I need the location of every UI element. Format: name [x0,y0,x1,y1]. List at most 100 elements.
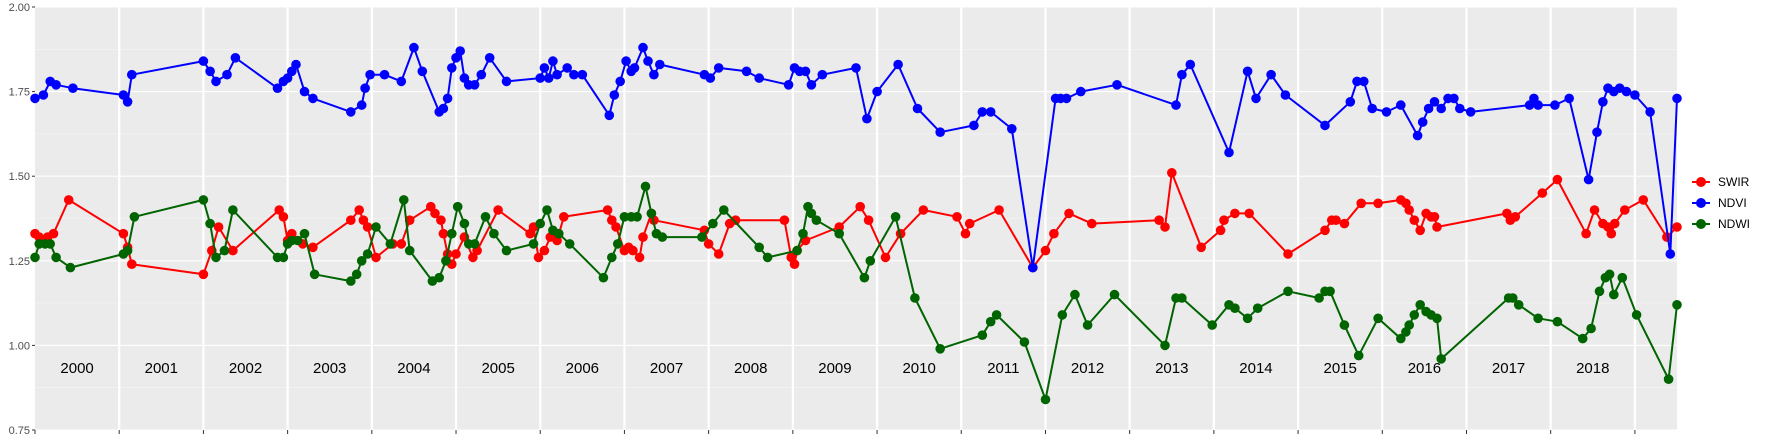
data-point-swir [918,205,929,215]
data-point-ndvi [1423,103,1434,114]
data-point-ndwi [865,255,876,266]
data-point-swir [611,222,621,232]
data-point-swir [834,222,844,232]
x-axis: 2000 2001 2002 2003 2004 2005 2006 2007 2008 2009… [34,360,1636,434]
data-point-swir [34,232,44,242]
data-point-swir [127,259,137,270]
data-point-ndvi [409,42,419,53]
data-point-ndwi [404,245,415,256]
data-point-swir [451,249,461,259]
year-label: 2003 [313,360,346,377]
data-point-ndvi [851,63,861,73]
data-point-ndwi [371,222,381,232]
data-point-ndvi [417,66,428,77]
data-point-ndwi [811,215,822,225]
data-point-ndwi [459,218,470,229]
data-point-ndwi [1019,337,1030,347]
data-point-swir [1373,198,1383,209]
data-point-ndvi [476,69,487,80]
data-point-ndvi [1598,97,1608,107]
data-point-swir [1356,198,1366,209]
data-point-ndwi [1070,289,1080,300]
data-point-ndvi [912,103,923,114]
data-point-swir [559,212,569,222]
data-point-ndvi [1352,76,1362,87]
data-point-ndwi [1432,313,1442,324]
data-point-swir [602,205,613,215]
data-point-ndvi [741,66,752,77]
data-point-ndvi [356,100,367,110]
data-point-ndwi [434,272,445,283]
data-point-ndwi [564,239,575,249]
series-swir [30,168,1682,280]
data-point-ndvi [38,90,49,100]
legend: SWIR NDVI NDWI [1692,175,1750,231]
data-point-ndvi [1564,93,1574,104]
data-point-ndvi [893,59,903,70]
data-point-swir [952,212,962,222]
data-point-ndwi [1314,293,1324,303]
data-point-ndvi [985,107,996,117]
data-point-ndwi [991,310,1002,320]
year-label: 2018 [1576,360,1609,377]
legend-label: NDVI [1718,196,1747,210]
data-point-ndwi [441,255,451,266]
data-point-ndwi [1040,394,1051,405]
data-point-ndwi [1207,320,1217,330]
data-point-ndwi [1057,310,1068,320]
data-point-ndvi [1367,103,1377,114]
legend-item-ndvi: NDVI [1692,196,1747,210]
data-point-swir [63,195,74,205]
data-point-swir [1589,205,1600,215]
data-point-swir [1040,245,1051,256]
data-point-ndvi [754,73,764,83]
data-point-swir [278,212,289,222]
data-point-ndwi [452,201,463,212]
data-point-ndwi [356,255,367,266]
data-point-ndvi [1621,86,1632,97]
legend-key-marker [1696,177,1706,187]
data-point-ndwi [697,232,707,242]
data-point-ndwi [607,252,617,263]
data-point-ndwi [1177,293,1187,303]
data-point-swir [964,218,975,229]
data-point-swir [1087,218,1097,229]
data-point-ndwi [1252,303,1263,314]
data-point-ndvi [1280,90,1291,100]
data-point-ndwi [1577,333,1588,344]
data-point-ndwi [935,344,945,354]
data-point-ndvi [862,113,872,124]
data-point-ndwi [1533,313,1543,324]
data-point-swir [1215,225,1226,236]
data-point-ndwi [1604,269,1615,280]
data-point-ndvi [1583,174,1594,185]
y-tick-label: 1.75 [9,87,30,99]
data-point-ndvi [1665,249,1676,259]
year-label: 2016 [1408,360,1441,377]
data-point-ndvi [562,63,572,73]
data-point-swir [779,215,790,225]
y-tick-label: 0.75 [9,425,30,437]
data-point-ndvi [1412,130,1423,141]
data-point-swir [213,222,224,232]
data-point-ndvi [469,80,480,90]
data-point-ndvi [1266,69,1276,80]
data-point-ndwi [122,245,133,256]
data-point-ndvi [1320,120,1330,131]
data-point-ndvi [783,80,794,90]
data-point-swir [1404,205,1414,215]
data-point-ndwi [632,212,642,222]
data-point-ndvi [484,53,495,63]
data-point-swir [346,215,356,225]
year-label: 2007 [650,360,683,377]
data-point-swir [438,228,449,239]
data-point-swir [1429,212,1440,222]
data-point-ndwi [1353,350,1364,361]
data-point-ndwi [1339,320,1350,330]
data-point-ndvi [30,93,40,104]
data-point-ndwi [554,228,564,239]
year-label: 2006 [566,360,599,377]
data-point-ndvi [68,83,78,93]
data-point-ndvi [539,63,550,73]
data-point-ndvi [817,69,828,80]
